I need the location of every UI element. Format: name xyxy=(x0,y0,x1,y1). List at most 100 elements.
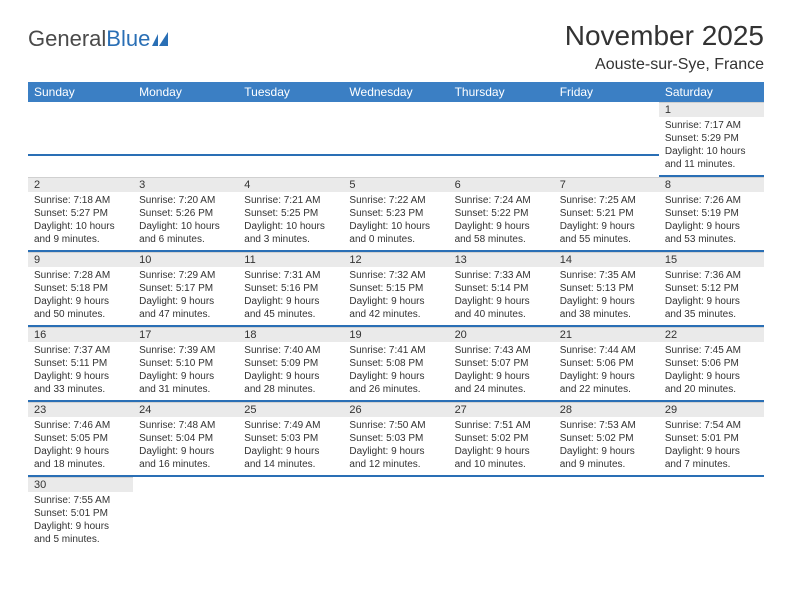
day-number: 29 xyxy=(659,402,764,417)
day-details: Sunrise: 7:45 AMSunset: 5:06 PMDaylight:… xyxy=(659,342,764,402)
day-cell: 8 Sunrise: 7:26 AMSunset: 5:19 PMDaylight… xyxy=(659,177,764,252)
weekday-header: Wednesday xyxy=(343,82,448,102)
daylight-text: Daylight: 9 hours and 22 minutes. xyxy=(560,370,653,396)
daylight-text: Daylight: 9 hours and 7 minutes. xyxy=(665,445,758,471)
day-cell: 19Sunrise: 7:41 AMSunset: 5:08 PMDayligh… xyxy=(343,327,448,402)
day-cell: 16Sunrise: 7:37 AMSunset: 5:11 PMDayligh… xyxy=(28,327,133,402)
sunset-text: Sunset: 5:07 PM xyxy=(455,357,548,370)
daylight-text: Daylight: 10 hours and 11 minutes. xyxy=(665,145,758,171)
sunrise-text: Sunrise: 7:46 AM xyxy=(34,419,127,432)
day-details: Sunrise: 7:20 AMSunset: 5:26 PMDaylight:… xyxy=(133,192,238,252)
sunrise-text: Sunrise: 7:29 AM xyxy=(139,269,232,282)
day-number: 10 xyxy=(133,252,238,267)
day-cell: 9Sunrise: 7:28 AMSunset: 5:18 PMDaylight… xyxy=(28,252,133,327)
day-number: 30 xyxy=(28,477,133,492)
day-number: 13 xyxy=(449,252,554,267)
sunrise-text: Sunrise: 7:26 AM xyxy=(665,194,758,207)
day-details: Sunrise: 7:33 AMSunset: 5:14 PMDaylight:… xyxy=(449,267,554,327)
daylight-text: Daylight: 10 hours and 0 minutes. xyxy=(349,220,442,246)
sunrise-text: Sunrise: 7:35 AM xyxy=(560,269,653,282)
week-row: 1Sunrise: 7:17 AMSunset: 5:29 PMDaylight… xyxy=(28,102,764,177)
day-details: Sunrise: 7:24 AMSunset: 5:22 PMDaylight:… xyxy=(449,192,554,252)
day-cell xyxy=(238,102,343,177)
day-cell: 4Sunrise: 7:21 AMSunset: 5:25 PMDaylight… xyxy=(238,177,343,252)
sunrise-text: Sunrise: 7:28 AM xyxy=(34,269,127,282)
day-details: Sunrise: 7:29 AMSunset: 5:17 PMDaylight:… xyxy=(133,267,238,327)
day-details: Sunrise: 7:17 AMSunset: 5:29 PMDaylight:… xyxy=(659,117,764,177)
weekday-header: Sunday xyxy=(28,82,133,102)
sunset-text: Sunset: 5:02 PM xyxy=(560,432,653,445)
sunrise-text: Sunrise: 7:17 AM xyxy=(665,119,758,132)
day-cell xyxy=(449,102,554,177)
day-details: Sunrise: 7:41 AMSunset: 5:08 PMDaylight:… xyxy=(343,342,448,402)
day-details: Sunrise: 7:46 AMSunset: 5:05 PMDaylight:… xyxy=(28,417,133,477)
day-number: 3 xyxy=(133,177,238,192)
sunset-text: Sunset: 5:12 PM xyxy=(665,282,758,295)
sunrise-text: Sunrise: 7:51 AM xyxy=(455,419,548,432)
day-number: 12 xyxy=(343,252,448,267)
empty-day xyxy=(343,102,448,156)
daylight-text: Daylight: 9 hours and 28 minutes. xyxy=(244,370,337,396)
sunset-text: Sunset: 5:16 PM xyxy=(244,282,337,295)
daylight-text: Daylight: 9 hours and 47 minutes. xyxy=(139,295,232,321)
week-row: 2Sunrise: 7:18 AMSunset: 5:27 PMDaylight… xyxy=(28,177,764,252)
day-cell: 23Sunrise: 7:46 AMSunset: 5:05 PMDayligh… xyxy=(28,402,133,477)
daylight-text: Daylight: 9 hours and 20 minutes. xyxy=(665,370,758,396)
day-details: Sunrise: 7:51 AMSunset: 5:02 PMDaylight:… xyxy=(449,417,554,477)
sunset-text: Sunset: 5:10 PM xyxy=(139,357,232,370)
daylight-text: Daylight: 9 hours and 10 minutes. xyxy=(455,445,548,471)
day-cell xyxy=(449,477,554,552)
week-row: 23Sunrise: 7:46 AMSunset: 5:05 PMDayligh… xyxy=(28,402,764,477)
day-cell: 25Sunrise: 7:49 AMSunset: 5:03 PMDayligh… xyxy=(238,402,343,477)
sunrise-text: Sunrise: 7:20 AM xyxy=(139,194,232,207)
day-number: 27 xyxy=(449,402,554,417)
sunset-text: Sunset: 5:04 PM xyxy=(139,432,232,445)
day-number: 22 xyxy=(659,327,764,342)
day-details: Sunrise: 7:43 AMSunset: 5:07 PMDaylight:… xyxy=(449,342,554,402)
daylight-text: Daylight: 9 hours and 53 minutes. xyxy=(665,220,758,246)
day-number: 19 xyxy=(343,327,448,342)
day-details: Sunrise: 7:21 AMSunset: 5:25 PMDaylight:… xyxy=(238,192,343,252)
day-number: 23 xyxy=(28,402,133,417)
day-cell: 11Sunrise: 7:31 AMSunset: 5:16 PMDayligh… xyxy=(238,252,343,327)
sunrise-text: Sunrise: 7:33 AM xyxy=(455,269,548,282)
day-number: 15 xyxy=(659,252,764,267)
daylight-text: Daylight: 9 hours and 50 minutes. xyxy=(34,295,127,321)
day-cell: 17Sunrise: 7:39 AMSunset: 5:10 PMDayligh… xyxy=(133,327,238,402)
sunset-text: Sunset: 5:03 PM xyxy=(244,432,337,445)
day-cell: 10Sunrise: 7:29 AMSunset: 5:17 PMDayligh… xyxy=(133,252,238,327)
sunset-text: Sunset: 5:17 PM xyxy=(139,282,232,295)
daylight-text: Daylight: 9 hours and 35 minutes. xyxy=(665,295,758,321)
day-number: 14 xyxy=(554,252,659,267)
daylight-text: Daylight: 9 hours and 12 minutes. xyxy=(349,445,442,471)
sunrise-text: Sunrise: 7:54 AM xyxy=(665,419,758,432)
day-cell: 13Sunrise: 7:33 AMSunset: 5:14 PMDayligh… xyxy=(449,252,554,327)
logo-text-2: Blue xyxy=(106,26,150,52)
day-number: 8 xyxy=(659,177,764,192)
sunset-text: Sunset: 5:22 PM xyxy=(455,207,548,220)
day-cell xyxy=(343,102,448,177)
sunset-text: Sunset: 5:19 PM xyxy=(665,207,758,220)
sunset-text: Sunset: 5:06 PM xyxy=(665,357,758,370)
day-cell: 7Sunrise: 7:25 AMSunset: 5:21 PMDaylight… xyxy=(554,177,659,252)
day-details: Sunrise: 7:49 AMSunset: 5:03 PMDaylight:… xyxy=(238,417,343,477)
day-cell xyxy=(343,477,448,552)
day-cell: 1Sunrise: 7:17 AMSunset: 5:29 PMDaylight… xyxy=(659,102,764,177)
logo: GeneralBlue xyxy=(28,20,174,52)
day-cell xyxy=(554,477,659,552)
empty-day xyxy=(28,102,133,156)
day-cell xyxy=(659,477,764,552)
day-number: 17 xyxy=(133,327,238,342)
day-details: Sunrise: 7:25 AMSunset: 5:21 PMDaylight:… xyxy=(554,192,659,252)
daylight-text: Daylight: 9 hours and 31 minutes. xyxy=(139,370,232,396)
weekday-header: Saturday xyxy=(659,82,764,102)
sunrise-text: Sunrise: 7:31 AM xyxy=(244,269,337,282)
week-row: 16Sunrise: 7:37 AMSunset: 5:11 PMDayligh… xyxy=(28,327,764,402)
day-cell: 29 Sunrise: 7:54 AMSunset: 5:01 PMDayligh… xyxy=(659,402,764,477)
day-details: Sunrise: 7:31 AMSunset: 5:16 PMDaylight:… xyxy=(238,267,343,327)
day-cell: 22Sunrise: 7:45 AMSunset: 5:06 PMDayligh… xyxy=(659,327,764,402)
sunrise-text: Sunrise: 7:53 AM xyxy=(560,419,653,432)
sunset-text: Sunset: 5:01 PM xyxy=(665,432,758,445)
day-number: 7 xyxy=(554,177,659,192)
daylight-text: Daylight: 9 hours and 33 minutes. xyxy=(34,370,127,396)
